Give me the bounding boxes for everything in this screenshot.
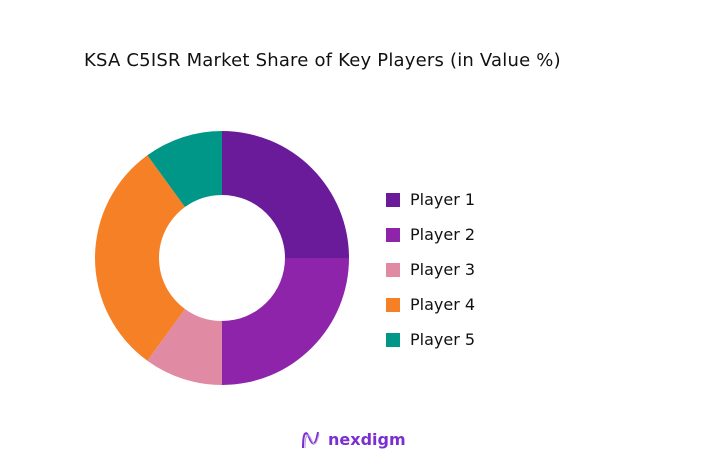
- logo-wave-icon: [302, 431, 320, 449]
- legend-swatch: [386, 192, 400, 207]
- legend-item: Player 3: [386, 252, 475, 287]
- donut-slice-player-1: [222, 131, 349, 258]
- legend-label: Player 3: [410, 260, 476, 279]
- legend-item: Player 4: [386, 287, 475, 322]
- donut-slice-player-5: [147, 131, 222, 208]
- donut-slice-player-4: [94, 155, 185, 361]
- legend-swatch: [386, 262, 400, 277]
- legend-label: Player 4: [410, 295, 476, 314]
- donut-slice-player-2: [222, 258, 349, 385]
- legend-label: Player 2: [410, 225, 476, 244]
- chart-title: KSA C5ISR Market Share of Key Players (i…: [84, 50, 561, 71]
- logo-text: nexdigm: [328, 429, 406, 449]
- legend-swatch: [386, 227, 400, 242]
- legend: Player 1 Player 2 Player 3 Player 4 Player 5: [386, 182, 475, 357]
- nexdigm-logo: nexdigm: [300, 428, 406, 450]
- legend-label: Player 5: [410, 330, 476, 349]
- legend-label: Player 1: [410, 190, 476, 209]
- legend-item: Player 5: [386, 322, 475, 357]
- donut-slice-player-3: [147, 308, 222, 385]
- legend-item: Player 1: [386, 182, 475, 217]
- legend-swatch: [386, 297, 400, 312]
- legend-swatch: [386, 332, 400, 347]
- legend-item: Player 2: [386, 217, 475, 252]
